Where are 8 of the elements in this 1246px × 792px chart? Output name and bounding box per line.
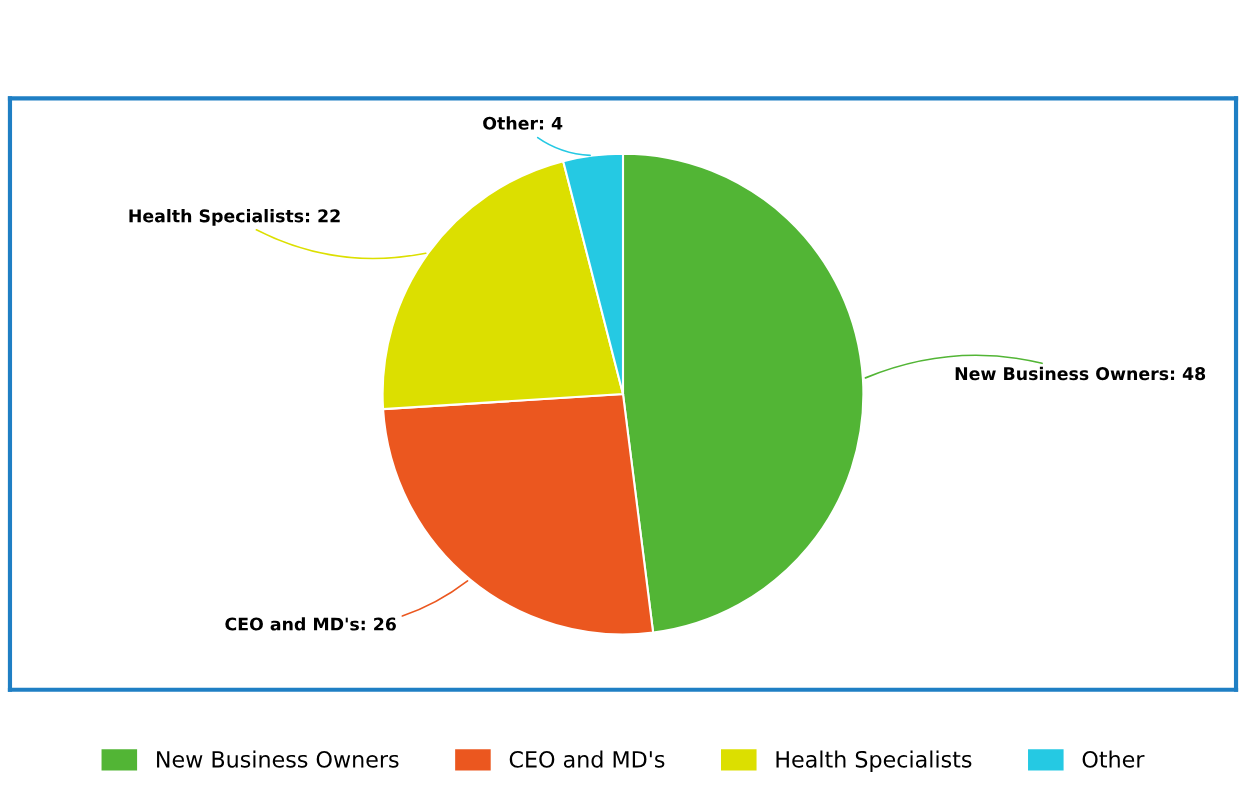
legend-label: CEO and MD's [509, 750, 665, 768]
data-label: New Business Owners: 48 [955, 366, 1206, 381]
data-label: Health Specialists: 22 [129, 208, 340, 226]
legend-label: Other [1082, 750, 1145, 768]
data-label: CEO and MD's: 26 [225, 617, 396, 631]
legend-label: New Business Owners [157, 750, 399, 768]
legend-label: Health Specialists [776, 750, 972, 772]
data-label: Other: 4 [483, 116, 563, 130]
